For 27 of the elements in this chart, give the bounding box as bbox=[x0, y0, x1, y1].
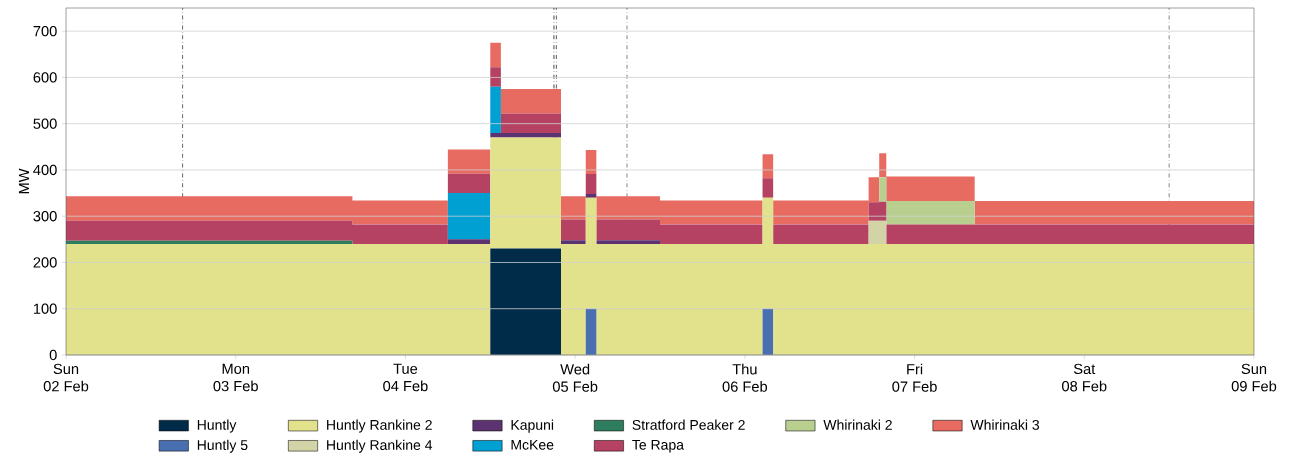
legend-label: McKee bbox=[511, 439, 554, 450]
y-axis-title: MW bbox=[18, 168, 30, 194]
y-tick-label: 0 bbox=[49, 349, 57, 361]
x-tick-label: Sun 02 Feb bbox=[43, 363, 89, 392]
y-tick-label: 700 bbox=[33, 25, 57, 37]
legend-label: Kapuni bbox=[511, 419, 554, 433]
legend-label: Whirinaki 3 bbox=[970, 419, 1040, 430]
legend-label: Whirinaki 2 bbox=[823, 419, 892, 430]
x-tick-label: Tue 04 Feb bbox=[383, 363, 428, 392]
y-tick-label: 400 bbox=[33, 164, 57, 176]
y-tick-label: 500 bbox=[33, 118, 57, 129]
legend-label: Huntly bbox=[197, 419, 237, 433]
x-tick-label: Wed 05 Feb bbox=[552, 363, 598, 392]
legend-label: Huntly Rankine 4 bbox=[327, 439, 433, 453]
x-tick-label: Thu 06 Feb bbox=[722, 363, 768, 392]
legend-label: Stratford Peaker 2 bbox=[632, 419, 745, 430]
x-tick-label: Sat 08 Feb bbox=[1062, 363, 1107, 392]
x-tick-label: Fri 07 Feb bbox=[892, 363, 937, 392]
y-tick-label: 600 bbox=[33, 72, 57, 83]
y-tick-label: 100 bbox=[33, 303, 57, 314]
legend-label: Huntly Rankine 2 bbox=[327, 419, 432, 433]
x-tick-label: Mon 03 Feb bbox=[213, 363, 258, 392]
legend-label: Te Rapa bbox=[632, 439, 684, 453]
y-tick-label: 300 bbox=[33, 211, 57, 222]
x-tick-label: Sun 09 Feb bbox=[1231, 363, 1277, 392]
legend-label: Huntly 5 bbox=[197, 439, 248, 453]
y-tick-label: 200 bbox=[33, 257, 57, 268]
